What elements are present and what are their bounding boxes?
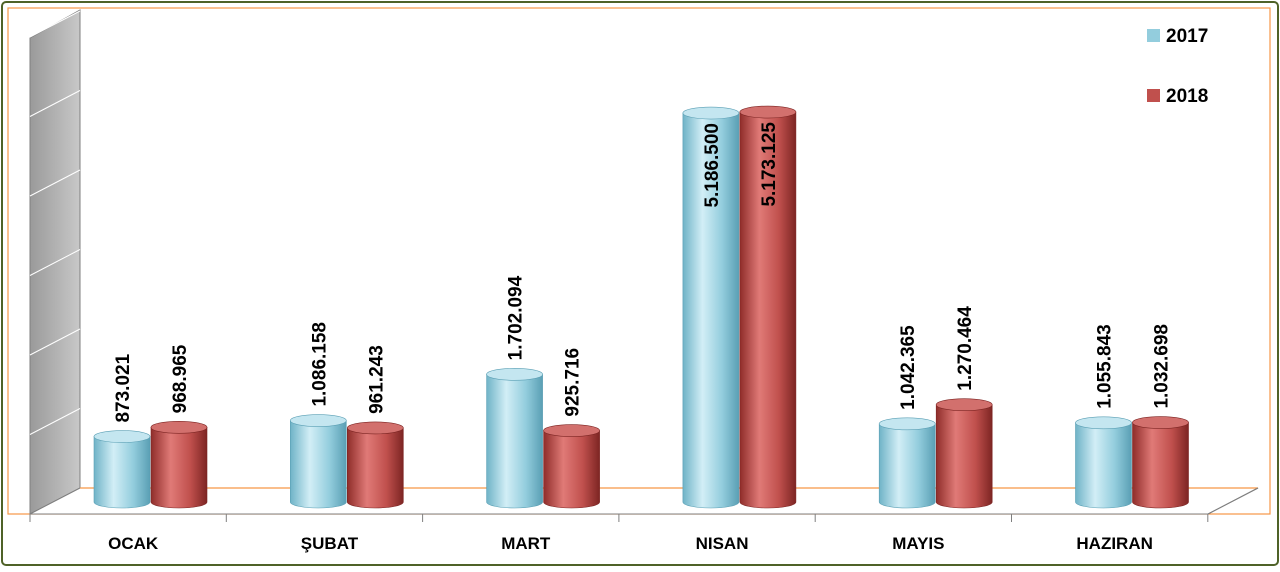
gridline <box>29 10 81 38</box>
bar-2017-nisan <box>682 106 740 509</box>
bar-body <box>739 111 797 509</box>
gridline <box>29 169 81 197</box>
value-label-2018-mayis: 1.270.464 <box>955 306 976 391</box>
floor <box>29 487 1259 515</box>
x-label-2: MART <box>501 534 551 553</box>
x-label-3: NISAN <box>696 534 749 553</box>
value-label-2018-şubat: 961.243 <box>366 345 387 414</box>
bar-top <box>543 424 600 437</box>
value-label-2017-mart: 1.702.094 <box>506 275 527 360</box>
bar-2017-ocak <box>93 430 151 509</box>
bar-body <box>486 374 543 509</box>
bar-2018-mart <box>543 424 600 509</box>
bar-body <box>290 420 347 509</box>
bar-body <box>543 430 600 509</box>
bar-top <box>682 106 740 120</box>
gridline <box>29 249 81 276</box>
x-axis-ticks <box>29 514 1209 522</box>
x-label-1: ŞUBAT <box>301 534 359 553</box>
bars <box>93 105 1189 509</box>
bar-body <box>1075 422 1132 509</box>
bar-body <box>150 427 208 509</box>
gridline <box>29 90 81 117</box>
bar-top <box>93 430 151 443</box>
bar-top <box>289 414 347 427</box>
gridlines <box>29 10 81 435</box>
x-label-0: OCAK <box>108 534 159 553</box>
value-label-2017-haziran: 1.055.843 <box>1095 324 1116 409</box>
bar-2018-şubat <box>346 421 404 509</box>
bar-top <box>935 398 993 412</box>
bar-top <box>150 421 208 434</box>
value-label-2018-mart: 925.716 <box>563 348 584 417</box>
value-label-2017-şubat: 1.086.158 <box>309 322 330 407</box>
gridline <box>29 408 81 435</box>
legend: 2017 2018 <box>1147 26 1208 107</box>
legend-label-2017: 2017 <box>1166 26 1208 47</box>
value-label-2018-ocak: 968.965 <box>170 344 191 413</box>
bar-2017-mayis <box>878 417 936 509</box>
bar-top <box>346 421 404 435</box>
legend-swatch-2017 <box>1147 29 1160 42</box>
bar-2018-ocak <box>150 421 208 509</box>
bar-top <box>1132 416 1189 429</box>
bar-body <box>878 423 936 509</box>
floor-right-edge <box>1207 487 1259 515</box>
bar-body <box>682 112 740 509</box>
bar-top <box>486 368 543 381</box>
value-label-2017-ocak: 873.021 <box>113 353 134 422</box>
bar-2017-mart <box>486 368 543 509</box>
value-label-2017-nisan: 5.186.500 <box>702 123 723 208</box>
bar-2017-şubat <box>289 414 347 509</box>
x-label-4: MAYIS <box>892 534 944 553</box>
gridline <box>29 328 81 356</box>
legend-label-2018: 2018 <box>1166 86 1208 107</box>
value-label-2018-haziran: 1.032.698 <box>1152 324 1173 409</box>
bar-body <box>93 436 151 509</box>
x-axis-labels: OCAK ŞUBAT MART NISAN MAYIS HAZIRAN <box>108 534 1153 553</box>
bar-2018-mayis <box>935 398 993 509</box>
bar-body <box>1132 422 1189 509</box>
bar-top <box>878 417 936 431</box>
value-labels: 873.021 968.965 1.086.158 961.243 1.702.094 9… <box>113 122 1173 423</box>
bar-body <box>347 427 404 509</box>
bar-2017-haziran <box>1075 416 1132 509</box>
x-label-5: HAZIRAN <box>1076 534 1153 553</box>
value-label-2017-mayis: 1.042.365 <box>898 325 919 410</box>
value-label-2018-nisan: 5.173.125 <box>759 122 780 207</box>
legend-swatch-2018 <box>1147 89 1160 102</box>
bar-top <box>1075 416 1132 430</box>
bar-top <box>739 105 797 119</box>
bar-2018-haziran <box>1132 416 1189 509</box>
bar-2018-nisan <box>739 105 797 509</box>
bar-body <box>935 404 993 509</box>
